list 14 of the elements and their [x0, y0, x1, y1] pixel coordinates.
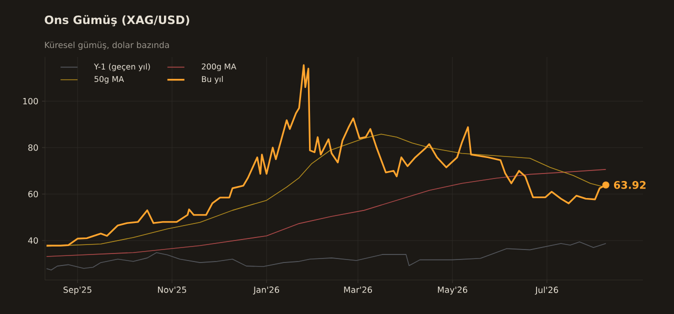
x-tick-label: Nov'25 [158, 286, 186, 293]
chart-subtitle: Küresel gümüş, dolar bazında [45, 42, 169, 50]
y-tick-label: 60 [28, 190, 38, 198]
annotation: 63.92 [614, 180, 646, 189]
line-series [46, 242, 606, 270]
chart-title: Ons Gümüş (XAG/USD) [44, 15, 190, 26]
x-tick-label: Sep'25 [64, 286, 92, 295]
y-tick-label: 80 [28, 144, 38, 151]
x-tick-label: Mar'26 [344, 286, 372, 293]
x-tick-label: Jul'26 [534, 286, 558, 295]
x-tick-label: May'26 [438, 286, 468, 295]
y-tick-label: 100 [23, 98, 38, 104]
x-tick-label: Jan'26 [253, 286, 280, 295]
y-tick-label: 40 [28, 237, 38, 244]
